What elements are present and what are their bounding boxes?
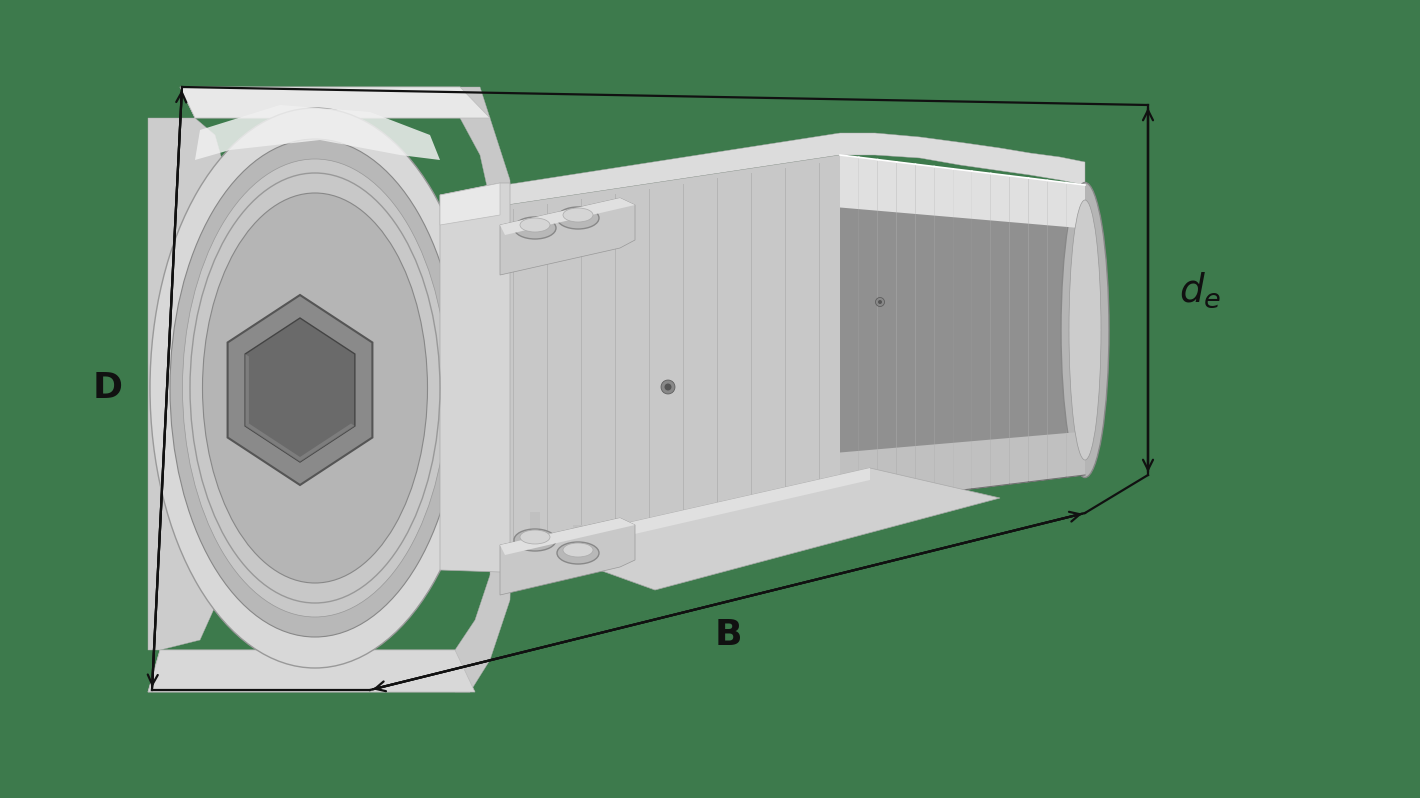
- Polygon shape: [440, 183, 500, 225]
- Polygon shape: [1010, 437, 1028, 484]
- Text: D: D: [92, 371, 124, 405]
- Ellipse shape: [660, 380, 674, 394]
- Polygon shape: [440, 133, 1085, 215]
- Polygon shape: [500, 198, 635, 235]
- Polygon shape: [991, 173, 1010, 487]
- Polygon shape: [841, 451, 859, 505]
- Polygon shape: [971, 440, 991, 489]
- Ellipse shape: [557, 207, 599, 229]
- Polygon shape: [934, 167, 953, 493]
- Polygon shape: [1066, 183, 1085, 477]
- Polygon shape: [971, 171, 991, 220]
- Polygon shape: [1048, 180, 1066, 227]
- Ellipse shape: [665, 384, 672, 390]
- Polygon shape: [246, 424, 300, 462]
- Polygon shape: [916, 444, 934, 496]
- Ellipse shape: [562, 543, 594, 557]
- Polygon shape: [1010, 176, 1028, 484]
- Polygon shape: [859, 157, 878, 211]
- Ellipse shape: [557, 542, 599, 564]
- Polygon shape: [530, 236, 540, 256]
- Polygon shape: [530, 468, 870, 558]
- Polygon shape: [246, 318, 355, 462]
- Polygon shape: [1048, 433, 1066, 480]
- Polygon shape: [574, 525, 584, 545]
- Ellipse shape: [520, 530, 550, 544]
- Polygon shape: [530, 468, 1000, 590]
- Polygon shape: [896, 162, 916, 498]
- Polygon shape: [953, 169, 971, 491]
- Polygon shape: [1028, 435, 1048, 482]
- Polygon shape: [180, 87, 470, 118]
- Polygon shape: [934, 167, 953, 217]
- Polygon shape: [896, 162, 916, 214]
- Polygon shape: [1066, 183, 1085, 228]
- Text: $d_e$: $d_e$: [1179, 271, 1221, 310]
- Polygon shape: [454, 87, 515, 692]
- Polygon shape: [841, 155, 859, 505]
- Polygon shape: [953, 169, 971, 219]
- Polygon shape: [916, 164, 934, 496]
- Polygon shape: [896, 446, 916, 498]
- Polygon shape: [1028, 178, 1048, 225]
- Polygon shape: [1048, 180, 1066, 480]
- Polygon shape: [300, 424, 355, 462]
- Polygon shape: [440, 183, 510, 572]
- Polygon shape: [971, 171, 991, 489]
- Ellipse shape: [1061, 183, 1109, 477]
- Ellipse shape: [878, 300, 882, 304]
- Ellipse shape: [520, 218, 550, 232]
- Ellipse shape: [190, 173, 440, 603]
- Ellipse shape: [562, 208, 594, 222]
- Ellipse shape: [183, 159, 447, 617]
- Polygon shape: [227, 295, 372, 485]
- Polygon shape: [180, 87, 490, 118]
- Polygon shape: [195, 105, 440, 160]
- Polygon shape: [878, 160, 896, 212]
- Polygon shape: [500, 518, 635, 555]
- Polygon shape: [574, 226, 584, 246]
- Polygon shape: [878, 160, 896, 500]
- Polygon shape: [148, 650, 470, 692]
- Polygon shape: [1066, 432, 1085, 477]
- Polygon shape: [878, 448, 896, 500]
- Ellipse shape: [514, 217, 557, 239]
- Polygon shape: [530, 512, 540, 532]
- Polygon shape: [859, 449, 878, 503]
- Ellipse shape: [1069, 200, 1100, 460]
- Polygon shape: [841, 155, 859, 209]
- Ellipse shape: [170, 139, 460, 637]
- Polygon shape: [934, 443, 953, 493]
- Polygon shape: [246, 354, 248, 426]
- Polygon shape: [440, 155, 1085, 570]
- Ellipse shape: [151, 108, 480, 668]
- Text: B: B: [714, 618, 741, 652]
- Polygon shape: [1010, 176, 1028, 223]
- Ellipse shape: [876, 298, 885, 306]
- Ellipse shape: [514, 529, 557, 551]
- Polygon shape: [953, 441, 971, 491]
- Polygon shape: [991, 173, 1010, 222]
- Polygon shape: [500, 198, 635, 275]
- Polygon shape: [148, 118, 224, 650]
- Polygon shape: [1028, 178, 1048, 482]
- Polygon shape: [148, 650, 476, 692]
- Polygon shape: [991, 438, 1010, 487]
- Polygon shape: [500, 518, 635, 595]
- Ellipse shape: [203, 193, 427, 583]
- Polygon shape: [916, 164, 934, 215]
- Polygon shape: [859, 157, 878, 503]
